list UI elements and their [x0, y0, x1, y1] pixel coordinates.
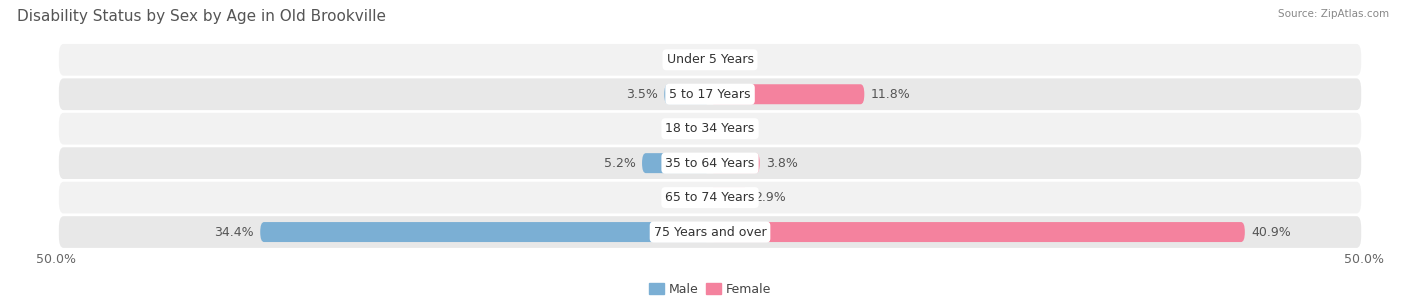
FancyBboxPatch shape — [59, 113, 1361, 144]
Legend: Male, Female: Male, Female — [644, 278, 776, 301]
FancyBboxPatch shape — [710, 222, 1244, 242]
FancyBboxPatch shape — [260, 222, 710, 242]
FancyBboxPatch shape — [710, 84, 865, 104]
Text: 40.9%: 40.9% — [1251, 226, 1291, 239]
Text: 34.4%: 34.4% — [214, 226, 253, 239]
Text: 0.0%: 0.0% — [717, 122, 748, 135]
Text: 0.0%: 0.0% — [672, 191, 703, 204]
Text: 2.9%: 2.9% — [755, 191, 786, 204]
Text: 65 to 74 Years: 65 to 74 Years — [665, 191, 755, 204]
Text: 0.0%: 0.0% — [672, 122, 703, 135]
FancyBboxPatch shape — [710, 188, 748, 208]
Text: 11.8%: 11.8% — [870, 88, 911, 101]
Text: Source: ZipAtlas.com: Source: ZipAtlas.com — [1278, 9, 1389, 19]
Text: 5 to 17 Years: 5 to 17 Years — [669, 88, 751, 101]
Text: Disability Status by Sex by Age in Old Brookville: Disability Status by Sex by Age in Old B… — [17, 9, 385, 24]
Text: 75 Years and over: 75 Years and over — [654, 226, 766, 239]
Text: 3.5%: 3.5% — [626, 88, 658, 101]
Text: 3.8%: 3.8% — [766, 157, 799, 170]
FancyBboxPatch shape — [710, 153, 759, 173]
FancyBboxPatch shape — [643, 153, 710, 173]
Text: Under 5 Years: Under 5 Years — [666, 53, 754, 66]
FancyBboxPatch shape — [59, 44, 1361, 76]
FancyBboxPatch shape — [59, 216, 1361, 248]
FancyBboxPatch shape — [59, 147, 1361, 179]
FancyBboxPatch shape — [59, 182, 1361, 213]
Text: 0.0%: 0.0% — [717, 53, 748, 66]
Text: 18 to 34 Years: 18 to 34 Years — [665, 122, 755, 135]
Text: 35 to 64 Years: 35 to 64 Years — [665, 157, 755, 170]
Text: 5.2%: 5.2% — [603, 157, 636, 170]
FancyBboxPatch shape — [59, 78, 1361, 110]
FancyBboxPatch shape — [664, 84, 710, 104]
Text: 0.0%: 0.0% — [672, 53, 703, 66]
